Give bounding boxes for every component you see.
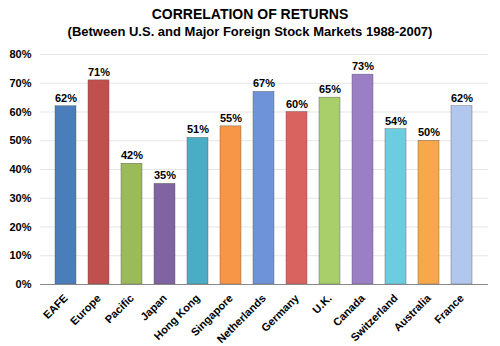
svg-text:50%: 50% (9, 134, 31, 146)
svg-text:73%: 73% (352, 60, 374, 72)
svg-text:60%: 60% (9, 106, 31, 118)
svg-text:Germany: Germany (259, 291, 302, 334)
svg-text:70%: 70% (9, 77, 31, 89)
svg-text:50%: 50% (418, 126, 440, 138)
svg-text:Switzerland: Switzerland (348, 292, 400, 344)
html-text:CORRELATION OF RETURNS: CORRELATION OF RETURNS (151, 6, 349, 22)
svg-text:40%: 40% (9, 163, 31, 175)
svg-text:EAFE: EAFE (41, 292, 70, 321)
svg-text:Pacific: Pacific (102, 292, 136, 326)
svg-text:51%: 51% (187, 123, 209, 135)
svg-text:France: France (432, 292, 466, 326)
svg-text:0%: 0% (16, 278, 32, 290)
svg-text:67%: 67% (253, 77, 275, 89)
svg-text:Netherlands: Netherlands (214, 292, 267, 345)
svg-text:Japan: Japan (138, 292, 169, 323)
svg-text:20%: 20% (9, 221, 31, 233)
svg-text:55%: 55% (220, 112, 242, 124)
svg-text:80%: 80% (9, 48, 31, 60)
svg-text:62%: 62% (55, 92, 77, 104)
svg-text:65%: 65% (319, 83, 341, 95)
svg-text:Singapore: Singapore (188, 291, 235, 339)
svg-text:71%: 71% (88, 66, 110, 78)
svg-text:Hong Kong: Hong Kong (151, 291, 202, 343)
svg-text:30%: 30% (9, 192, 31, 204)
svg-text:62%: 62% (451, 92, 473, 104)
svg-text:42%: 42% (121, 149, 143, 161)
svg-text:54%: 54% (385, 115, 407, 127)
svg-text:Australia: Australia (391, 291, 433, 333)
html-text:(Between U.S. and Major Foreig: (Between U.S. and Major Foreign Stock Ma… (67, 24, 433, 39)
svg-text:60%: 60% (286, 98, 308, 110)
svg-text:35%: 35% (154, 169, 176, 181)
svg-text:Europe: Europe (68, 292, 103, 327)
svg-text:Canada: Canada (330, 291, 367, 329)
svg-text:U.K.: U.K. (310, 292, 334, 316)
svg-text:10%: 10% (9, 249, 31, 261)
